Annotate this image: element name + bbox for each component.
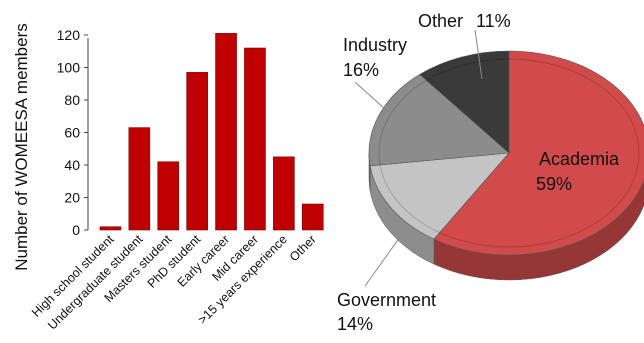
y-tick-label: 40 (64, 157, 80, 173)
bar (215, 33, 237, 231)
bar (128, 127, 151, 231)
slice-label-government: Government (337, 290, 436, 310)
y-tick-label: 20 (64, 190, 80, 206)
y-ticks: 0 20 40 60 80 100 120 (57, 27, 88, 238)
slice-percent-government: 14% (337, 314, 373, 334)
bar (157, 161, 180, 231)
pie-slice-industry (368, 74, 510, 167)
slice-label-other: Other (418, 11, 463, 31)
pie-slice-government (369, 152, 510, 240)
pie-slice-academia (433, 50, 644, 256)
y-tick-label: 60 (64, 125, 80, 141)
bar-chart: Number of WOMEESA members 0 20 40 60 80 100 12… (12, 23, 324, 333)
pie-chart: Academia 59% Government 14% Industry 16%… (337, 11, 644, 334)
y-tick-label: 0 (72, 222, 80, 238)
slice-percent-academia: 59% (536, 174, 572, 194)
bar (244, 47, 266, 231)
slice-percent-other: 11% (476, 11, 511, 31)
pie-top (368, 50, 644, 256)
bar (99, 226, 122, 231)
slice-label-industry: Industry (343, 35, 407, 55)
bars (99, 33, 324, 231)
bar (186, 72, 208, 231)
leader-lines (354, 29, 483, 287)
slice-label-academia: Academia (539, 149, 620, 169)
y-tick-label: 120 (57, 27, 81, 43)
slice-percent-industry: 16% (343, 60, 379, 80)
leader-line-government (364, 236, 401, 287)
y-tick-label: 100 (57, 60, 81, 76)
bar-chart-ylabel: Number of WOMEESA members (12, 23, 31, 271)
y-tick-label: 80 (64, 92, 80, 108)
pie-slice-other (419, 50, 510, 154)
pie-labels: Academia 59% Government 14% Industry 16%… (337, 11, 620, 334)
pie-rim-highlight (378, 58, 640, 248)
bar (273, 156, 295, 231)
x-tick-label: Other (287, 232, 319, 264)
leader-line-industry (354, 81, 406, 128)
leader-line-other (474, 29, 483, 80)
bar (301, 203, 324, 231)
